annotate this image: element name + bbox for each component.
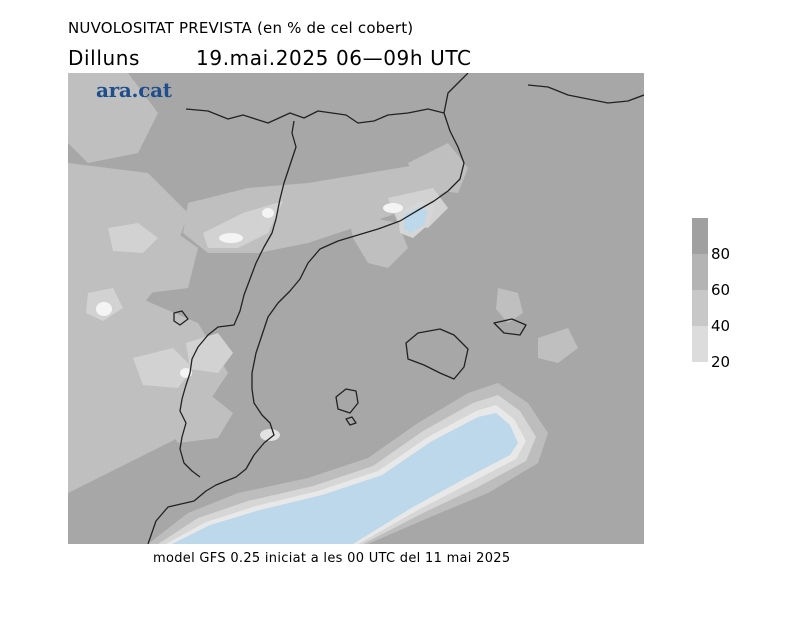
model-run-caption: model GFS 0.25 iniciat a les 00 UTC del … [153,551,511,566]
clear-sky-area-sea [148,201,548,544]
cloud-cover-map [68,73,644,544]
legend-tick-20: 20 [711,353,731,371]
legend-swatch-20 [692,326,708,362]
legend-tick-40: 40 [711,317,731,335]
legend-swatch-60 [692,254,708,290]
legend-swatch-80 [692,218,708,254]
cloud-patches-clear [96,203,403,378]
ara-cat-logo: ara.cat [96,78,172,102]
legend-tick-80: 80 [711,245,731,263]
day-label: Dilluns [68,46,141,70]
datetime-label: 19.mai.2025 06—09h UTC [196,46,472,70]
chart-title: NUVOLOSITAT PREVISTA (en % de cel cobert… [68,19,414,37]
legend-swatch-40 [692,290,708,326]
forecast-datetime: Dilluns 19.mai.2025 06—09h UTC [68,46,472,70]
legend-tick-60: 60 [711,281,731,299]
coastlines-and-borders [147,73,644,544]
map-canvas [68,73,644,544]
